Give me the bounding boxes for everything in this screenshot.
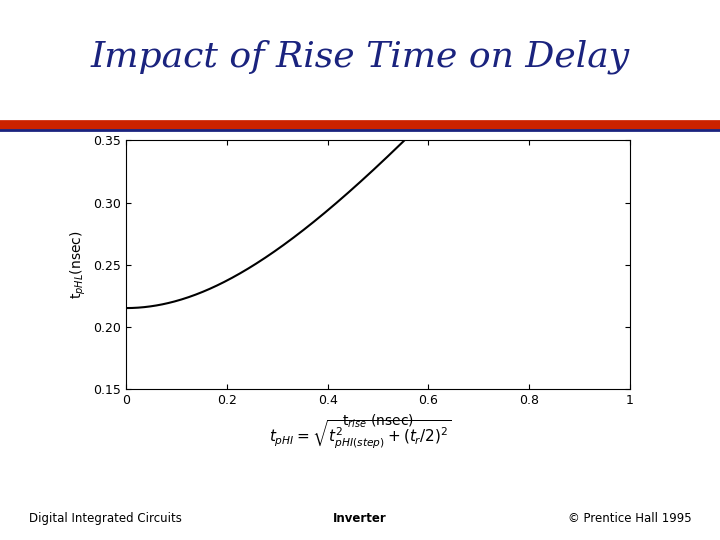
Text: © Prentice Hall 1995: © Prentice Hall 1995 [567,512,691,525]
Text: $t_{pHI} = \sqrt{t^2_{pHI(step)} + (t_r/2)^2}$: $t_{pHI} = \sqrt{t^2_{pHI(step)} + (t_r/… [269,418,451,451]
Text: Digital Integrated Circuits: Digital Integrated Circuits [29,512,181,525]
Text: Inverter: Inverter [333,512,387,525]
X-axis label: t$_{rise}$ (nsec): t$_{rise}$ (nsec) [342,412,414,430]
Text: Impact of Rise Time on Delay: Impact of Rise Time on Delay [91,39,629,74]
Y-axis label: t$_{pHL}$(nsec): t$_{pHL}$(nsec) [68,230,88,299]
